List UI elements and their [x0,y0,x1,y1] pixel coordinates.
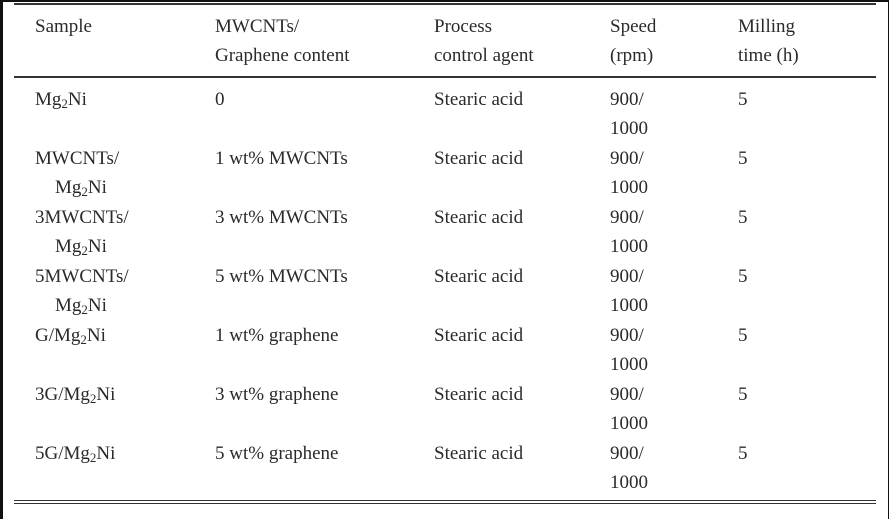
time-cell: 5 [738,207,748,228]
sample-name: Mg2Ni [35,291,107,320]
agent-cell: Stearic acid [434,443,524,464]
time-cell: 5 [738,325,748,346]
sample-name-part: 5G/Mg [35,443,90,464]
sample-name: Mg2Ni [35,85,87,114]
agent-cell: Stearic acid [434,325,524,346]
content-cell: 3 wt% MWCNTs [215,207,348,228]
speed-cell: 900/ [610,384,644,405]
time-cell: 5 [738,384,748,405]
column-header: Speed [610,16,657,37]
top-rule [14,3,876,5]
header-rule [14,76,876,78]
speed-cell: 1000 [610,236,648,257]
agent-cell: Stearic acid [434,148,524,169]
sample-name-part: 2 [81,302,88,317]
column-header: control agent [434,45,534,66]
column-header: time (h) [738,45,799,66]
speed-cell: 1000 [610,118,648,139]
speed-cell: 900/ [610,325,644,346]
time-cell: 5 [738,443,748,464]
sample-name-part: Ni [87,236,107,257]
content-cell: 5 wt% graphene [215,443,339,464]
column-header: MWCNTs/ [215,16,300,37]
content-cell: 1 wt% MWCNTs [215,148,348,169]
sample-name: Mg2Ni [35,173,107,202]
content-cell: 1 wt% graphene [215,325,339,346]
speed-cell: 1000 [610,295,648,316]
sample-name-part: Mg [55,236,82,257]
column-header: Milling [738,16,796,37]
agent-cell: Stearic acid [434,266,524,287]
time-cell: 5 [738,148,748,169]
agent-cell: Stearic acid [434,207,524,228]
agent-cell: Stearic acid [434,384,524,405]
sample-name-part: Ni [96,384,116,405]
sample-name-part: 2 [61,96,68,111]
sample-name-line: 3MWCNTs/ [35,207,129,228]
sample-name-part: Ni [86,325,106,346]
time-cell: 5 [738,266,748,287]
bottom-rule-1 [14,500,876,501]
sample-name-part: 2 [80,332,87,347]
content-cell: 3 wt% graphene [215,384,339,405]
sample-name-part: Ni [87,295,107,316]
speed-cell: 900/ [610,443,644,464]
sample-name-part: G/Mg [35,325,81,346]
sample-name-part: Mg [35,89,62,110]
speed-cell: 1000 [610,177,648,198]
column-header: Process [434,16,493,37]
column-header: (rpm) [610,45,654,66]
speed-cell: 900/ [610,207,644,228]
sample-name-part: 2 [89,450,97,465]
agent-cell: Stearic acid [434,89,524,110]
speed-cell: 1000 [610,354,648,375]
speed-cell: 900/ [610,266,644,287]
sample-name-part: 2 [81,243,88,258]
sample-name-line: MWCNTs/ [35,148,120,169]
content-cell: 0 [215,89,225,110]
sample-name-part: 2 [81,184,88,199]
sample-name: Mg2Ni [35,232,107,261]
sample-name: 5G/Mg2Ni [35,439,115,468]
sample-name-part: 3G/Mg [35,384,90,405]
sample-name-part: Ni [87,177,107,198]
column-header: Graphene content [215,45,350,66]
sample-name-part: Mg [55,295,82,316]
speed-cell: 1000 [610,472,648,493]
sample-name-part: Ni [96,443,116,464]
speed-cell: 900/ [610,148,644,169]
content-cell: 5 wt% MWCNTs [215,266,348,287]
sample-name: G/Mg2Ni [35,321,106,350]
sample-name-line: 5MWCNTs/ [35,266,129,287]
speed-cell: 900/ [610,89,644,110]
column-header: Sample [35,16,92,37]
sample-name-part: Mg [55,177,82,198]
sample-name-part: 2 [89,391,97,406]
sample-name: 3G/Mg2Ni [35,380,115,409]
speed-cell: 1000 [610,413,648,434]
bottom-rule-2 [14,503,876,504]
sample-name-part: Ni [67,89,87,110]
time-cell: 5 [738,89,748,110]
